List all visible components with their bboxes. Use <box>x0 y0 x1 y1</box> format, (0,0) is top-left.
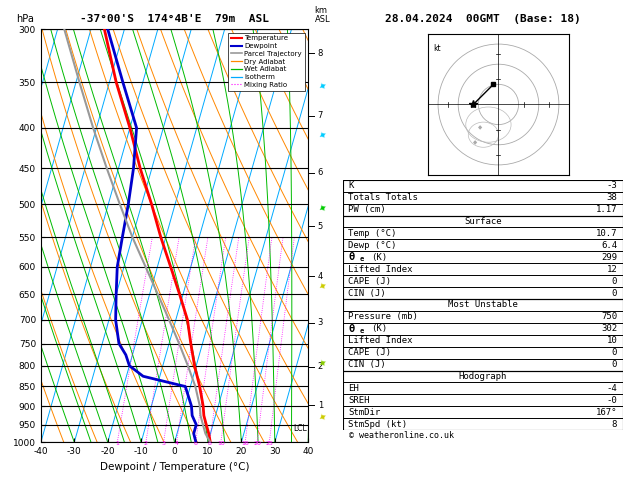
Text: 2: 2 <box>318 362 323 371</box>
Text: ◆: ◆ <box>478 126 482 131</box>
Text: 12: 12 <box>606 265 617 274</box>
Text: EH: EH <box>348 384 359 393</box>
Text: 28.04.2024  00GMT  (Base: 18): 28.04.2024 00GMT (Base: 18) <box>385 14 581 24</box>
Text: e: e <box>360 328 364 333</box>
Text: ✦: ✦ <box>318 412 330 424</box>
Text: 299: 299 <box>601 253 617 262</box>
Text: Hodograph: Hodograph <box>459 372 507 381</box>
Text: θ: θ <box>348 324 355 334</box>
Text: 8: 8 <box>318 49 323 58</box>
Text: 4: 4 <box>175 441 179 446</box>
Text: e: e <box>360 256 364 262</box>
Text: SREH: SREH <box>348 396 370 405</box>
Text: -4: -4 <box>606 384 617 393</box>
Text: 4: 4 <box>318 272 323 280</box>
Text: 1: 1 <box>318 401 323 410</box>
X-axis label: Dewpoint / Temperature (°C): Dewpoint / Temperature (°C) <box>100 462 249 472</box>
Text: ✦: ✦ <box>318 81 330 94</box>
Text: 1.17: 1.17 <box>596 205 617 214</box>
Text: Dewp (°C): Dewp (°C) <box>348 241 397 250</box>
Text: -0: -0 <box>606 396 617 405</box>
Text: ✦: ✦ <box>318 130 330 142</box>
Text: CAPE (J): CAPE (J) <box>348 277 391 286</box>
Legend: Temperature, Dewpoint, Parcel Trajectory, Dry Adiabat, Wet Adiabat, Isotherm, Mi: Temperature, Dewpoint, Parcel Trajectory… <box>228 33 304 90</box>
Text: -3: -3 <box>606 181 617 191</box>
Text: PW (cm): PW (cm) <box>348 205 386 214</box>
Text: 302: 302 <box>601 324 617 333</box>
Text: Surface: Surface <box>464 217 501 226</box>
Text: 8: 8 <box>208 441 211 446</box>
Text: LCL: LCL <box>292 424 306 434</box>
Text: 6: 6 <box>318 168 323 177</box>
Text: Pressure (mb): Pressure (mb) <box>348 312 418 321</box>
Text: 20: 20 <box>253 441 261 446</box>
Text: 6: 6 <box>194 441 198 446</box>
Text: θ: θ <box>348 252 355 262</box>
Text: kt: kt <box>433 44 441 53</box>
Text: StmSpd (kt): StmSpd (kt) <box>348 419 408 429</box>
Text: ◆: ◆ <box>473 141 477 146</box>
Text: hPa: hPa <box>16 14 33 24</box>
Text: 3: 3 <box>318 318 323 327</box>
Text: 10: 10 <box>606 336 617 345</box>
Text: CIN (J): CIN (J) <box>348 360 386 369</box>
Text: CIN (J): CIN (J) <box>348 289 386 297</box>
Text: K: K <box>348 181 353 191</box>
Text: Lifted Index: Lifted Index <box>348 265 413 274</box>
Text: 25: 25 <box>265 441 273 446</box>
Text: 16: 16 <box>242 441 249 446</box>
Text: 38: 38 <box>606 193 617 202</box>
Text: StmDir: StmDir <box>348 408 381 417</box>
Text: 2: 2 <box>144 441 148 446</box>
Text: 7: 7 <box>318 111 323 120</box>
Text: 0: 0 <box>612 289 617 297</box>
Text: Most Unstable: Most Unstable <box>448 300 518 310</box>
Text: 0: 0 <box>612 277 617 286</box>
Text: © weatheronline.co.uk: © weatheronline.co.uk <box>349 431 454 440</box>
Text: ✦: ✦ <box>318 203 330 215</box>
Text: 8: 8 <box>612 419 617 429</box>
Text: 10.7: 10.7 <box>596 229 617 238</box>
Text: Totals Totals: Totals Totals <box>348 193 418 202</box>
Text: 0: 0 <box>612 360 617 369</box>
Text: CAPE (J): CAPE (J) <box>348 348 391 357</box>
Text: (K): (K) <box>371 324 387 333</box>
Text: km
ASL: km ASL <box>314 6 330 24</box>
Text: 5: 5 <box>318 222 323 231</box>
Text: 167°: 167° <box>596 408 617 417</box>
Text: 6.4: 6.4 <box>601 241 617 250</box>
Text: 10: 10 <box>217 441 225 446</box>
Text: 1: 1 <box>115 441 120 446</box>
Text: (K): (K) <box>371 253 387 262</box>
Text: ✦: ✦ <box>318 280 330 293</box>
Text: -37°00'S  174°4B'E  79m  ASL: -37°00'S 174°4B'E 79m ASL <box>80 14 269 24</box>
Text: Temp (°C): Temp (°C) <box>348 229 397 238</box>
Text: 750: 750 <box>601 312 617 321</box>
Text: 3: 3 <box>162 441 165 446</box>
Text: Lifted Index: Lifted Index <box>348 336 413 345</box>
Text: ✦: ✦ <box>318 358 330 371</box>
Text: 0: 0 <box>612 348 617 357</box>
